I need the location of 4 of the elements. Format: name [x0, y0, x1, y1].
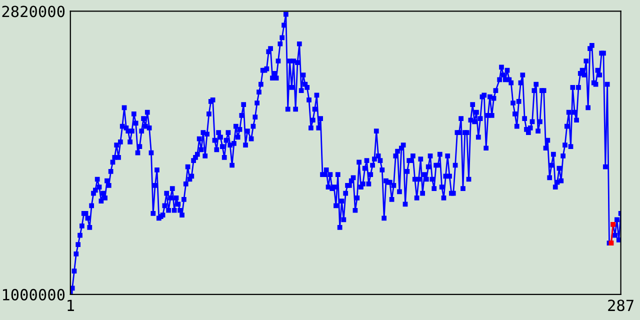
y-tick-label: 2820000: [2, 6, 65, 18]
x-tick-label: 287: [608, 300, 634, 312]
y-tick-label: 1000000: [2, 288, 65, 300]
x-tick-label: 1: [68, 300, 74, 311]
